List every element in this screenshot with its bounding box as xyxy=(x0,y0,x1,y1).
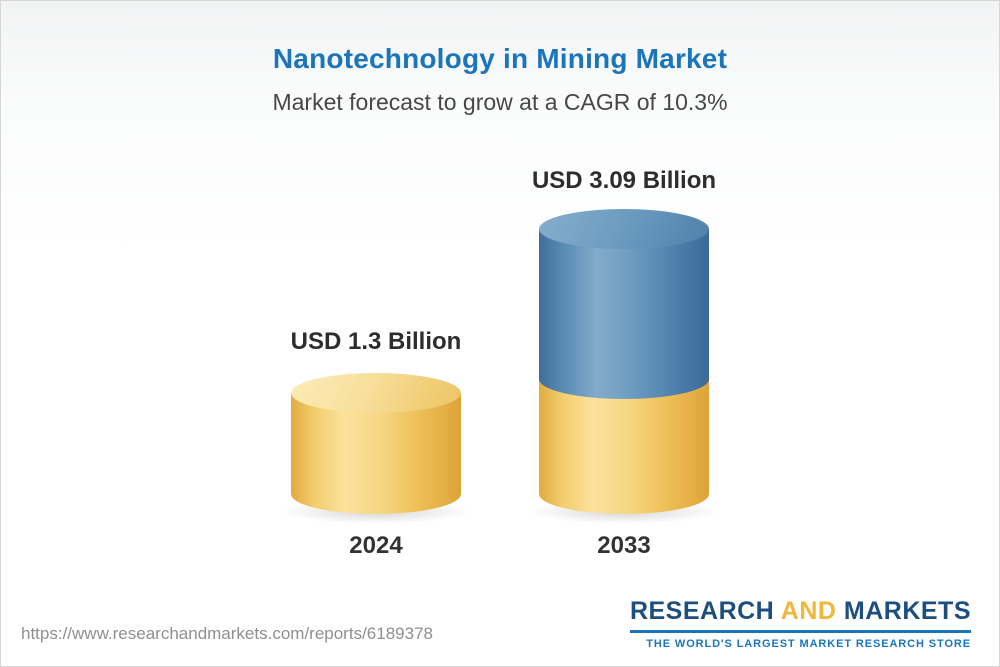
bar-2024 xyxy=(277,373,475,524)
value-label-2024: USD 1.3 Billion xyxy=(290,328,462,355)
bar-2033-blue-segment xyxy=(539,229,709,399)
bar-2024-top-ellipse xyxy=(291,373,461,413)
logo-word-and: AND xyxy=(780,597,837,625)
logo-divider xyxy=(629,630,971,633)
research-and-markets-logo: RESEARCH AND MARKETS THE WORLD'S LARGEST… xyxy=(629,597,971,650)
page-title: Nanotechnology in Mining Market xyxy=(272,43,728,74)
axis-label-2024: 2024 xyxy=(349,532,403,559)
logo-wordmark: RESEARCH AND MARKETS xyxy=(630,597,971,626)
page-subtitle: Market forecast to grow at a CAGR of 10.… xyxy=(272,89,728,115)
report-url: https://www.researchandmarkets.com/repor… xyxy=(21,624,433,643)
bar-2033 xyxy=(525,209,723,524)
bar-2033-top-ellipse xyxy=(539,209,709,249)
axis-label-2033: 2033 xyxy=(597,532,651,559)
logo-tagline: THE WORLD'S LARGEST MARKET RESEARCH STOR… xyxy=(646,638,971,650)
logo-word-research: RESEARCH xyxy=(629,597,775,625)
bar-2024-body xyxy=(291,393,461,514)
value-label-2033: USD 3.09 Billion xyxy=(531,167,717,194)
logo-word-markets: MARKETS xyxy=(843,597,971,625)
